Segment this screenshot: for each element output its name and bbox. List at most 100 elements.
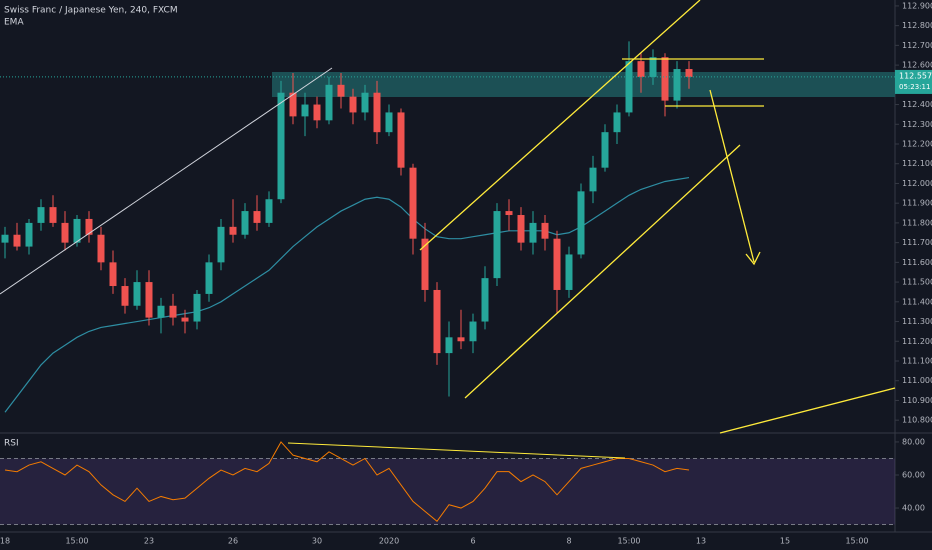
candle-body [145,282,153,318]
candle-body [589,167,597,192]
candle-body [421,238,429,290]
y-tick-label: 111.200 [902,337,932,346]
candle-body [409,167,417,239]
candle-body [193,293,201,322]
y-tick-label: 111.700 [902,238,932,247]
x-tick-label: 15:00 [65,537,88,546]
x-tick-label: 8 [566,537,571,546]
y-tick-label: 112.000 [902,179,932,188]
trend-line [0,67,333,295]
candle-body [517,215,525,243]
y-tick-label: 112.800 [902,21,932,30]
candle-body [505,211,513,216]
candle-body [181,317,189,322]
arrow-head [745,251,761,266]
y-tick-label: 111.000 [902,376,932,385]
x-tick-label: 6 [470,537,475,546]
rsi-band [0,458,895,525]
candle-body [97,234,105,263]
candle-body [325,84,333,121]
y-tick-label: 112.600 [902,61,932,70]
x-tick-label: 15:00 [845,537,868,546]
candle-body [85,218,93,235]
candle-body [25,222,33,247]
candle-body [109,262,117,287]
candle-body [205,262,213,294]
y-tick-label: 111.800 [902,218,932,227]
candle-body [373,92,381,133]
candle-body [289,92,297,117]
candle-body [337,84,345,97]
price-badge [895,69,932,94]
candle-body [529,222,537,243]
candle-body [133,282,141,306]
y-tick-label: 112.300 [902,120,932,129]
candle-body [601,132,609,168]
candle-body [121,286,129,306]
x-tick-label: 15:00 [617,537,640,546]
candle-body [313,104,321,121]
candle-body [301,104,309,117]
candle-body [241,211,249,235]
candle-body [169,305,177,318]
candle-body [61,222,69,243]
y-tick-label: 110.900 [902,396,932,405]
candle-body [37,207,45,223]
candle-body [1,234,9,243]
legend-entry: EMA [4,18,24,28]
y-tick-label: 112.700 [902,41,932,50]
candle-body [541,222,549,239]
candle-body [73,218,81,243]
y-tick-label: 110.800 [902,416,932,425]
candle-body [565,254,573,290]
candle-body [673,69,681,101]
candle-body [49,207,57,223]
candle-body [445,337,453,354]
x-tick-label: 13 [696,537,706,546]
candle-body [625,61,633,113]
candle-body [349,96,357,113]
candle-body [457,337,465,342]
candle-body [553,238,561,290]
y-tick-label: 112.900 [902,1,932,10]
x-tick-label: 15 [780,537,790,546]
ema-line [4,176,690,413]
candle-body [649,57,657,77]
channel-top [419,0,701,251]
y-tick-label: 111.500 [902,278,932,287]
candle-body [397,112,405,168]
candle-body [433,289,441,354]
candle-body [481,278,489,322]
candle-body [361,92,369,113]
x-tick-label: 18 [0,537,10,546]
x-tick-label: 2020 [379,537,399,546]
candle-body [493,211,501,279]
candle-body [613,112,621,133]
y-tick-label: 111.300 [902,317,932,326]
y-tick-label: 112.400 [902,100,932,109]
channel-bottom [464,144,741,399]
drawings [0,0,896,459]
x-tick-label: 30 [312,537,322,546]
y-tick-label: 111.900 [902,199,932,208]
chart-title: Swiss Franc / Japanese Yen, 240, FXCM [4,6,178,16]
candle-body [661,57,669,101]
trend-line [719,387,896,434]
y-tick-label: 60.00 [902,470,925,479]
candle-body [157,305,165,318]
rsi-line [4,441,690,522]
candle-body [637,61,645,77]
x-tick-label: 26 [228,537,238,546]
pane-title: RSI [4,439,19,449]
price-label: 112.557 [899,71,932,80]
candle-body [13,234,21,247]
candle-body [265,199,273,223]
y-tick-label: 112.200 [902,140,932,149]
candle-body [253,211,261,223]
x-tick-label: 23 [144,537,154,546]
candle-body [385,112,393,133]
rsi-divergence-line [287,442,626,459]
candle-body [229,226,237,235]
y-tick-label: 80.00 [902,437,925,446]
